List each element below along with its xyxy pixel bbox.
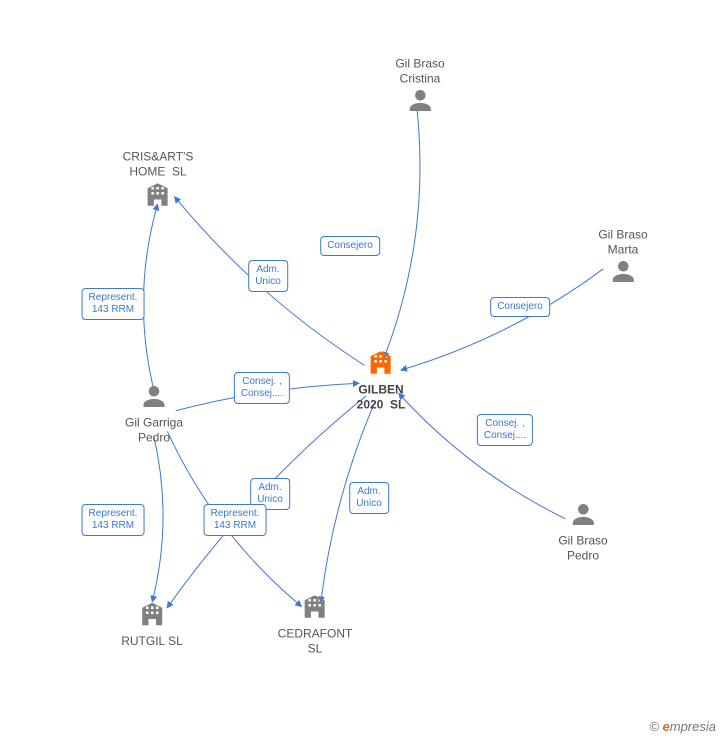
edge-label: Consejero [320, 236, 380, 256]
node-marta[interactable]: Gil Braso Marta [598, 228, 647, 291]
copyright: © empresia [649, 719, 716, 734]
building-icon [143, 180, 173, 215]
building-icon [300, 592, 330, 627]
node-label: Gil Braso Marta [598, 228, 647, 258]
person-icon [406, 87, 434, 120]
brand-first-letter: e [663, 719, 670, 734]
node-pedrog[interactable]: Gil Garriga Pedro [125, 383, 183, 446]
building-icon [137, 599, 167, 634]
edge-pedrob-gilben [399, 393, 566, 519]
node-label: GILBEN 2020 SL [357, 383, 406, 413]
edge-marta-gilben [401, 269, 604, 370]
edge-label: Consejero [490, 297, 550, 317]
edge-cristina-gilben [384, 110, 420, 358]
node-label: Gil Garriga Pedro [125, 416, 183, 446]
node-rutgil[interactable]: RUTGIL SL [121, 599, 183, 649]
edge-label: Consej. , Consej.... [477, 414, 533, 446]
node-label: Gil Braso Cristina [395, 57, 444, 87]
node-gilben[interactable]: GILBEN 2020 SL [357, 348, 406, 413]
edge-pedrog-rutgil [152, 436, 163, 602]
node-label: CEDRAFONT SL [278, 627, 353, 657]
node-label: Gil Braso Pedro [558, 534, 607, 564]
edge-label: Represent. 143 RRM [204, 504, 267, 536]
node-cristina[interactable]: Gil Braso Cristina [395, 57, 444, 120]
person-icon [140, 383, 168, 416]
copyright-prefix: © [649, 719, 662, 734]
person-icon [609, 258, 637, 291]
edge-label: Represent. 143 RRM [82, 504, 145, 536]
edge-label: Adm. Unico [248, 260, 288, 292]
node-label: RUTGIL SL [121, 634, 183, 649]
node-pedrob[interactable]: Gil Braso Pedro [558, 501, 607, 564]
building-icon [366, 348, 396, 383]
person-icon [569, 501, 597, 534]
node-crisarts[interactable]: CRIS&ART'S HOME SL [123, 150, 194, 215]
edge-pedrog-crisarts [143, 204, 157, 392]
edge-label: Adm. Unico [349, 482, 389, 514]
network-diagram: GILBEN 2020 SL CRIS&ART'S HOME SL RUTGIL S… [0, 0, 728, 740]
node-label: CRIS&ART'S HOME SL [123, 150, 194, 180]
edge-label: Consej. , Consej.... [234, 372, 290, 404]
node-cedrafont[interactable]: CEDRAFONT SL [278, 592, 353, 657]
edge-label: Represent. 143 RRM [82, 288, 145, 320]
brand-rest: mpresia [670, 719, 716, 734]
